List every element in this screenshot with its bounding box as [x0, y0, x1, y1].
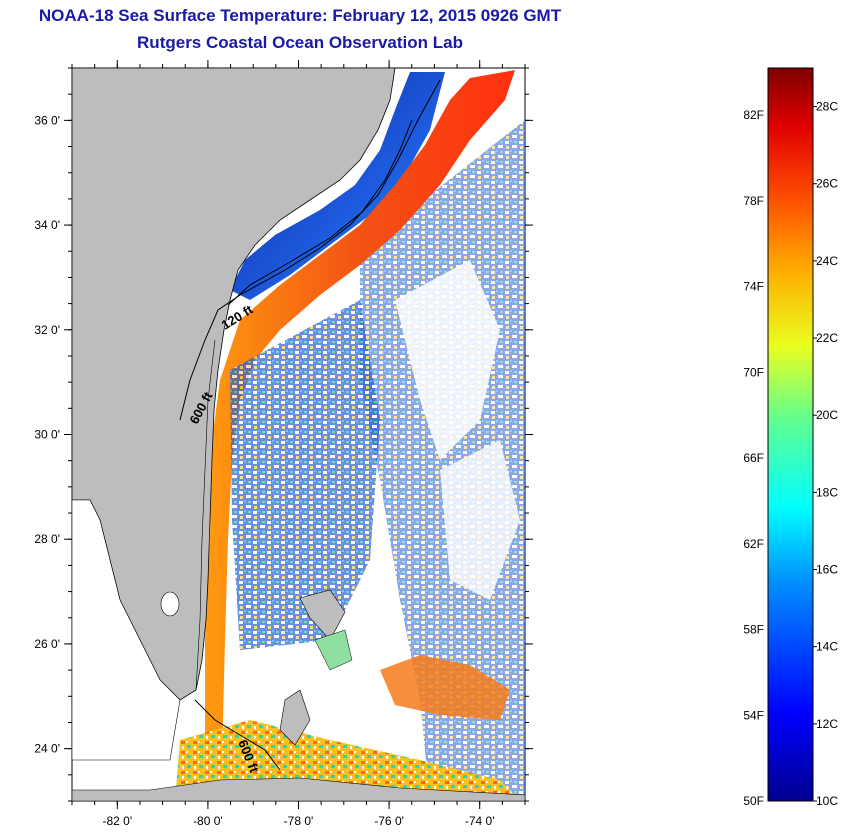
colorbar-c-label: 26C: [816, 177, 838, 191]
lake-okeechobee: [160, 591, 180, 617]
land-grand-bahama: [299, 589, 346, 641]
contour-inner-florida: [195, 339, 216, 691]
lon-tick-label: -80 0': [193, 814, 223, 828]
lat-tick-label: 36 0': [34, 113, 60, 127]
lat-tick-label: 30 0': [34, 428, 60, 442]
longitude-axis: -82 0' -80 0' -78 0' -76 0' -74 0': [71, 60, 526, 828]
colorbar: [767, 67, 814, 802]
contour-600ft: [179, 79, 441, 421]
colorbar-f-label: 54F: [743, 708, 764, 722]
lat-tick-label: 32 0': [34, 323, 60, 337]
colorbar-fahrenheit-labels: 82F 78F 74F 70F 66F 62F 58F 54F 50F: [743, 108, 764, 808]
offshore-sst-field: [360, 120, 525, 801]
cloud-gap: [440, 440, 520, 600]
colorbar-c-label: 28C: [816, 100, 838, 114]
shelf-speckle-band: [230, 300, 380, 650]
bahama-bank: [314, 629, 353, 671]
colorbar-f-label: 58F: [743, 623, 764, 637]
lat-tick-label: 24 0': [34, 742, 60, 756]
colorbar-c-label: 20C: [816, 408, 838, 422]
lat-tick-label: 28 0': [34, 532, 60, 546]
cold-shelf-water: [230, 72, 445, 300]
colorbar-f-label: 62F: [743, 537, 764, 551]
contour-120ft: [227, 119, 413, 306]
colorbar-c-label: 22C: [816, 331, 838, 345]
map-title: NOAA-18 Sea Surface Temperature: Februar…: [38, 6, 562, 25]
colorbar-c-label: 18C: [816, 485, 838, 499]
lon-tick-label: -82 0': [102, 814, 132, 828]
colorbar-f-label: 78F: [743, 194, 764, 208]
map-subtitle: Rutgers Coastal Ocean Observation Lab: [137, 33, 463, 52]
land-andros: [279, 689, 311, 746]
gulf-of-mexico-region: [72, 499, 181, 761]
colorbar-f-label: 66F: [743, 451, 764, 465]
land-cuba: [72, 777, 525, 801]
contour-600ft-south: [194, 699, 281, 771]
cloud-gap: [395, 260, 500, 460]
warm-patch-bahamas: [380, 655, 510, 720]
colorbar-f-label: 70F: [743, 365, 764, 379]
latitude-axis: 36 0' 34 0' 32 0' 30 0' 28 0' 26 0' 24 0': [34, 67, 533, 802]
colorbar-f-label: 74F: [743, 280, 764, 294]
colorbar-c-label: 16C: [816, 563, 838, 577]
colorbar-celsius-labels: 28C 26C 24C 22C 20C 18C 16C 14C 12C 10C: [813, 100, 838, 808]
colorbar-c-label: 12C: [816, 717, 838, 731]
lat-tick-label: 26 0': [34, 637, 60, 651]
colorbar-c-label: 14C: [816, 640, 838, 654]
lon-tick-label: -76 0': [374, 814, 404, 828]
colorbar-c-label: 10C: [816, 794, 838, 808]
colorbar-c-label: 24C: [816, 254, 838, 268]
lon-tick-label: -74 0': [465, 814, 495, 828]
lon-tick-label: -78 0': [284, 814, 314, 828]
lat-tick-label: 34 0': [34, 218, 60, 232]
colorbar-f-label: 82F: [743, 108, 764, 122]
colorbar-f-label: 50F: [743, 794, 764, 808]
